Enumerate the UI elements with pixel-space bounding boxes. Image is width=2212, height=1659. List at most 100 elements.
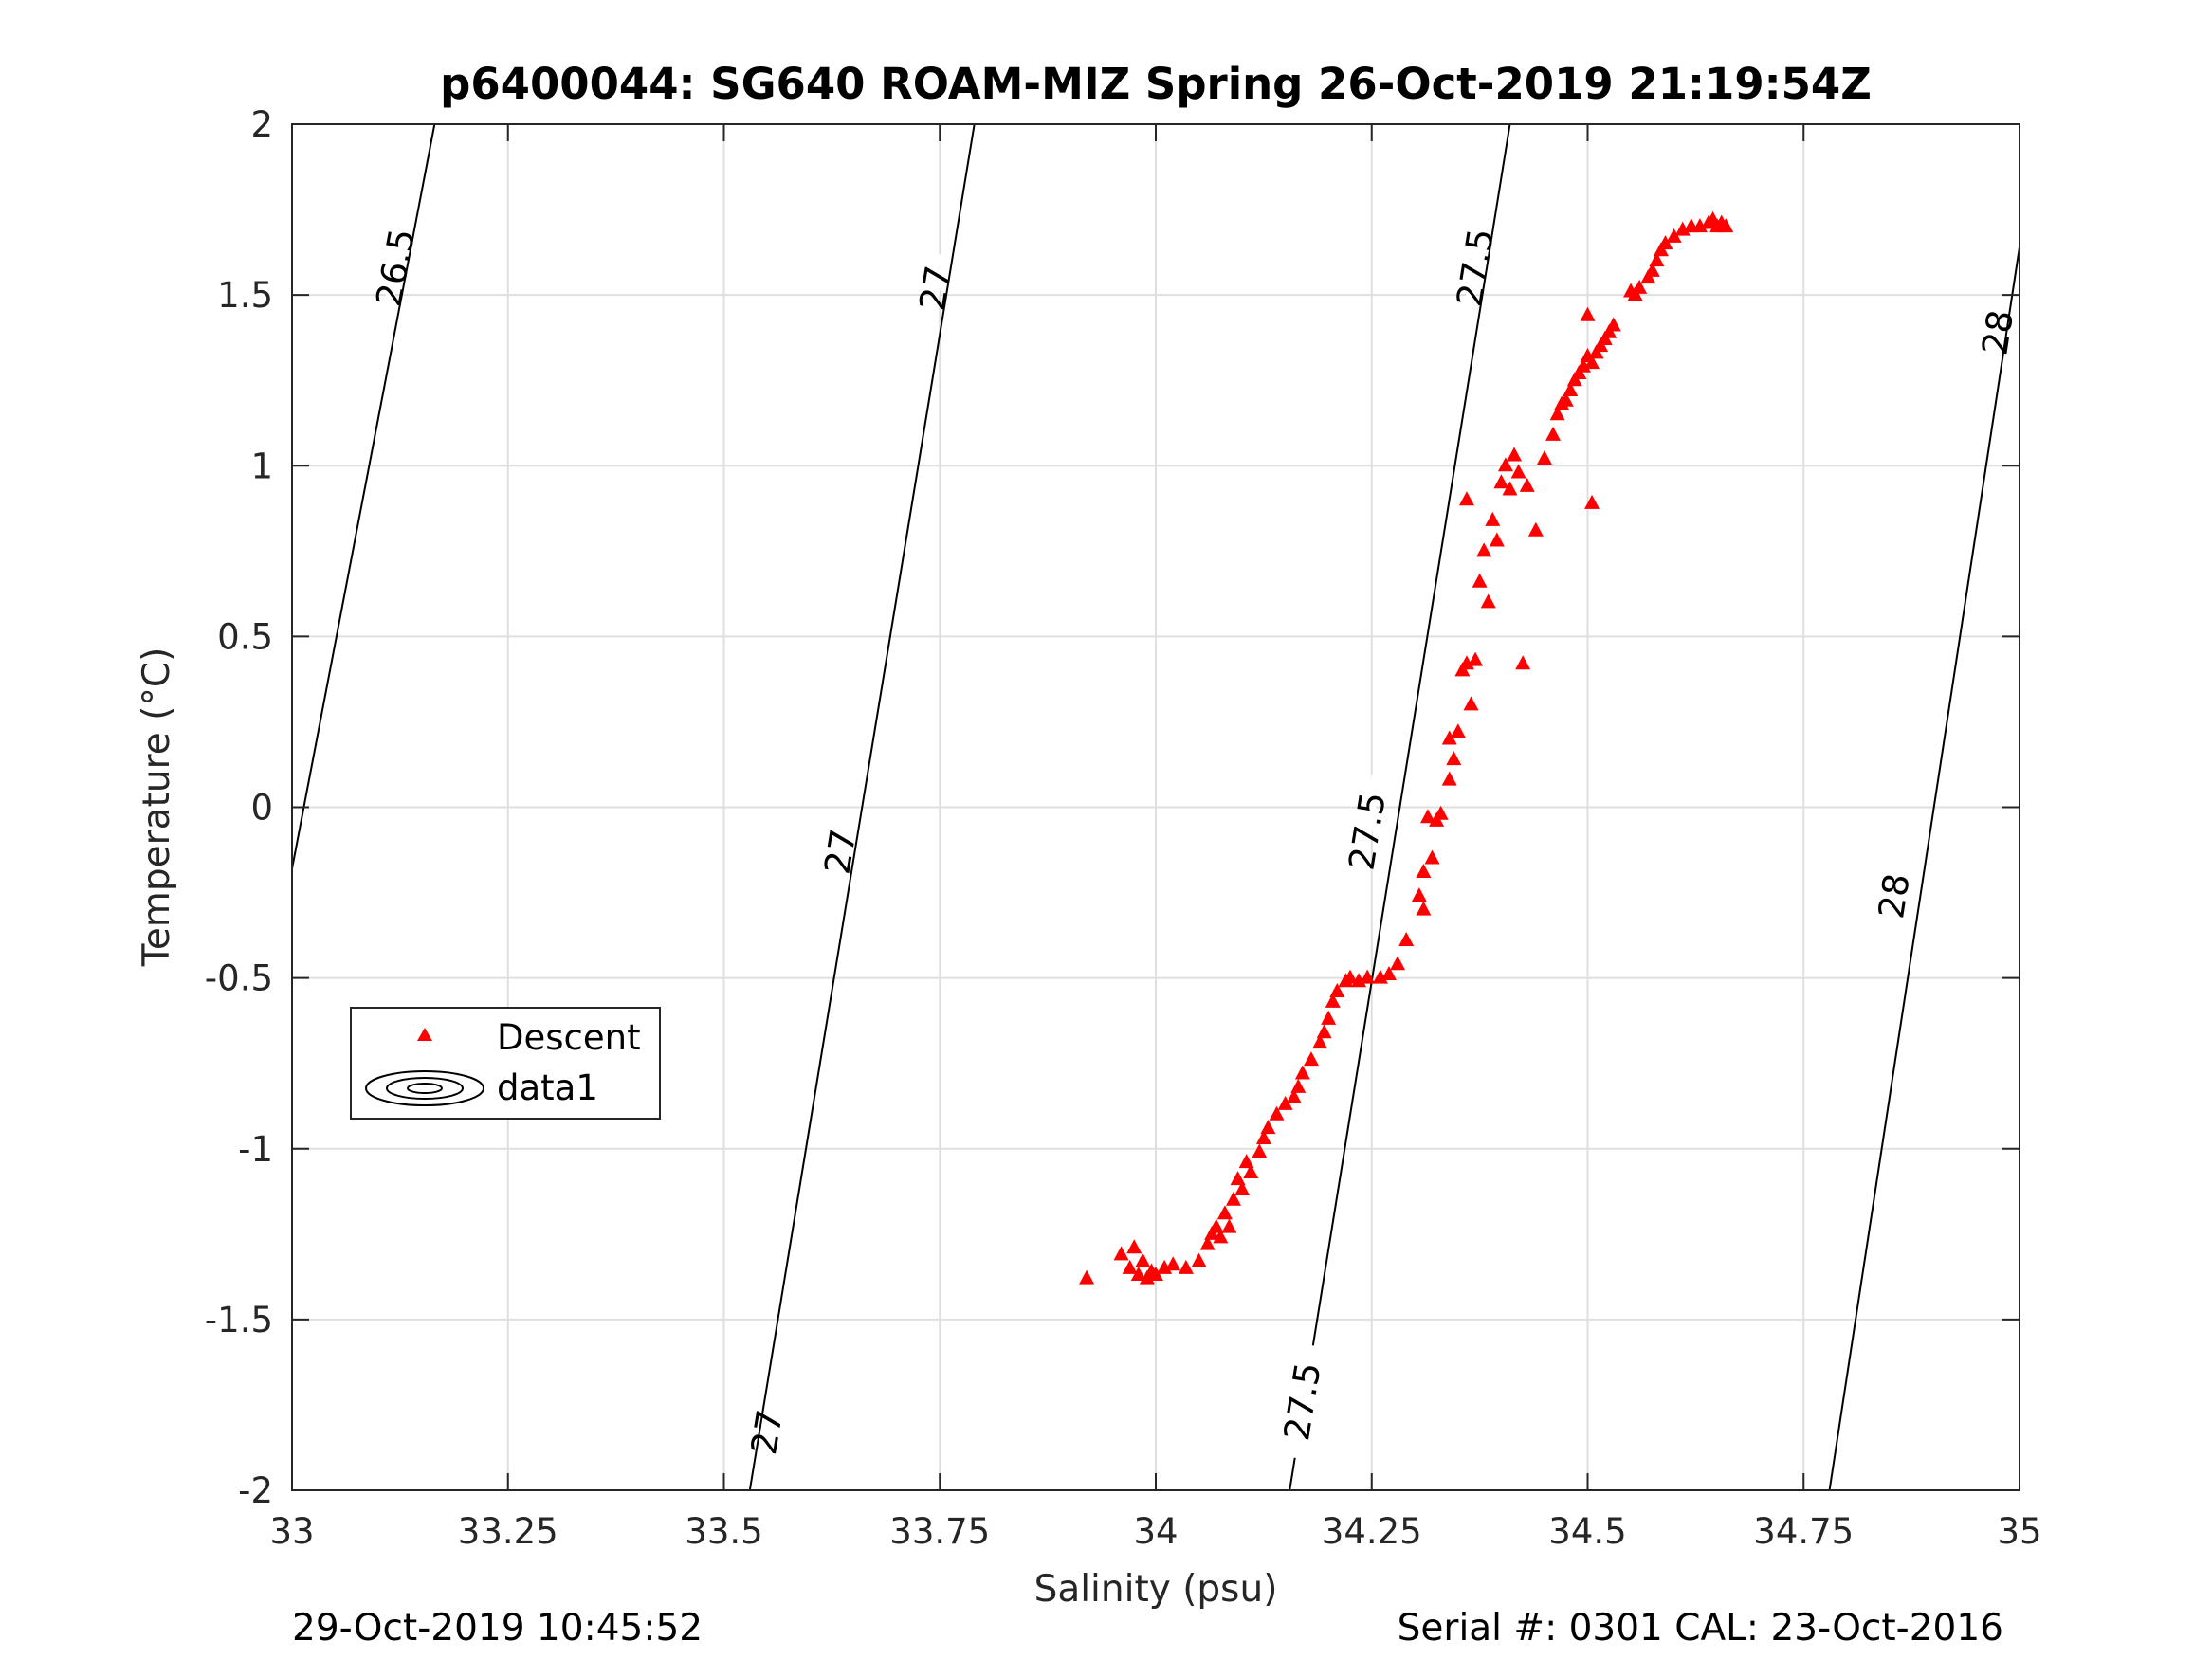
- descent-point: [1584, 494, 1600, 509]
- descent-point: [1303, 1051, 1319, 1066]
- descent-point: [1126, 1239, 1143, 1254]
- descent-point: [1342, 969, 1358, 984]
- y-tick-label: -1.5: [205, 1300, 273, 1340]
- descent-point: [1605, 317, 1621, 332]
- descent-point: [1269, 1105, 1285, 1121]
- descent-point: [1411, 887, 1427, 902]
- descent-point: [1216, 1205, 1233, 1220]
- descent-point: [1234, 1180, 1251, 1195]
- legend-box: [350, 1007, 661, 1120]
- descent-point: [1510, 464, 1526, 479]
- descent-point: [1558, 392, 1574, 407]
- descent-point: [1416, 901, 1432, 916]
- descent-point: [1458, 491, 1474, 506]
- x-tick-label: 33.5: [685, 1511, 762, 1552]
- contour-label-gap: [1884, 861, 1905, 931]
- descent-point: [1191, 1252, 1207, 1267]
- descent-point: [1419, 809, 1435, 824]
- descent-point: [1584, 355, 1600, 370]
- grid-lines: [291, 123, 2020, 1491]
- descent-point: [1390, 956, 1406, 971]
- contour-label-gap: [757, 1397, 777, 1468]
- descent-point: [1644, 262, 1660, 277]
- descent-point: [1321, 1010, 1337, 1025]
- y-axis-label: Temperature (°C): [136, 647, 178, 968]
- descent-point: [1441, 771, 1457, 786]
- density-contour-line: [748, 123, 976, 1491]
- descent-point: [1493, 474, 1509, 489]
- contour-label-gap: [830, 816, 851, 886]
- descent-point: [1476, 542, 1492, 557]
- contour-label: 27: [912, 263, 960, 313]
- descent-point: [1468, 651, 1484, 666]
- descent-points: [1079, 210, 1734, 1285]
- descent-point: [1463, 696, 1479, 711]
- descent-point: [1519, 477, 1535, 492]
- contour-label: 27: [743, 1407, 791, 1457]
- density-contour-line: [1289, 123, 1511, 1491]
- x-tick-label: 35: [1997, 1511, 2041, 1552]
- x-tick-label: 34.75: [1753, 1511, 1854, 1552]
- footer-timestamp: 29-Oct-2019 10:45:52: [292, 1607, 703, 1650]
- descent-point: [1398, 931, 1415, 946]
- legend-contour-icon: [365, 1070, 484, 1106]
- descent-point: [1165, 1256, 1181, 1271]
- descent-point: [1657, 235, 1673, 250]
- descent-point: [1480, 593, 1496, 609]
- x-tick-label: 34: [1133, 1511, 1178, 1552]
- descent-point: [1277, 1095, 1293, 1110]
- y-tick-label: -1: [238, 1129, 273, 1170]
- descent-point: [1485, 511, 1501, 526]
- descent-point: [1230, 1171, 1246, 1186]
- descent-point: [1221, 1218, 1237, 1233]
- descent-point: [1489, 532, 1505, 547]
- legend-triangle-icon: [417, 1028, 432, 1041]
- y-tick-label: -2: [238, 1470, 273, 1511]
- descent-point: [1148, 1267, 1163, 1282]
- descent-point: [1549, 406, 1565, 421]
- contour-label-gap: [1461, 210, 1490, 325]
- descent-point: [1204, 1225, 1220, 1240]
- legend-label-descent: Descent: [497, 1017, 641, 1058]
- descent-point: [1380, 966, 1397, 981]
- contour-label: 28: [1871, 871, 1918, 921]
- descent-point: [1213, 1229, 1229, 1244]
- descent-point: [1260, 1120, 1276, 1135]
- footer-serial-cal: Serial #: 0301 CAL: 23-Oct-2016: [1398, 1607, 2003, 1650]
- descent-point: [1255, 1129, 1271, 1144]
- descent-point: [1536, 450, 1552, 465]
- descent-point: [1446, 751, 1462, 766]
- descent-point: [1252, 1143, 1268, 1158]
- descent-point: [1079, 1269, 1095, 1285]
- descent-point: [1515, 655, 1531, 670]
- y-tick-label: -0.5: [205, 958, 273, 999]
- descent-point: [1113, 1246, 1129, 1261]
- density-contour-line: [291, 123, 436, 869]
- descent-point: [1497, 457, 1513, 472]
- descent-point: [1329, 983, 1345, 998]
- descent-point: [1563, 381, 1579, 396]
- chart-title: p6400044: SG640 ROAM-MIZ Spring 26-Oct-2…: [440, 59, 1872, 109]
- legend[interactable]: Descent data1: [350, 1007, 661, 1120]
- legend-label-data1: data1: [497, 1067, 598, 1108]
- descent-point: [1325, 993, 1341, 1008]
- x-axis-label: Salinity (psu): [1034, 1568, 1278, 1611]
- descent-point: [1238, 1154, 1254, 1169]
- descent-point: [1580, 306, 1596, 321]
- y-tick-label: 0.5: [217, 616, 273, 657]
- descent-point: [1225, 1191, 1241, 1206]
- y-tick-label: 2: [250, 104, 273, 145]
- descent-point: [1441, 730, 1457, 745]
- density-contour-line: [1828, 246, 2020, 1491]
- descent-point: [1472, 573, 1488, 588]
- descent-point: [1316, 1024, 1332, 1039]
- contour-label-gap: [1353, 774, 1381, 888]
- descent-point: [1527, 521, 1544, 537]
- x-tick-label: 33.75: [889, 1511, 990, 1552]
- descent-point: [1632, 279, 1648, 294]
- contour-label-gap: [380, 210, 411, 325]
- descent-point: [1312, 1034, 1328, 1049]
- descent-point: [1450, 723, 1466, 738]
- descent-point: [1122, 1259, 1138, 1274]
